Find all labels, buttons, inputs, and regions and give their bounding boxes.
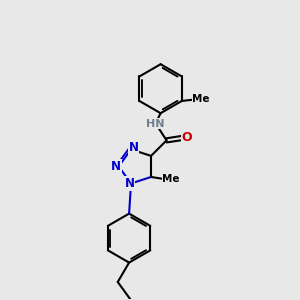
Text: N: N [128,141,138,154]
Text: Me: Me [162,174,180,184]
Text: O: O [181,131,192,145]
Text: HN: HN [146,119,164,129]
Text: N: N [124,177,134,190]
Text: Me: Me [193,94,210,104]
Text: N: N [111,160,121,173]
